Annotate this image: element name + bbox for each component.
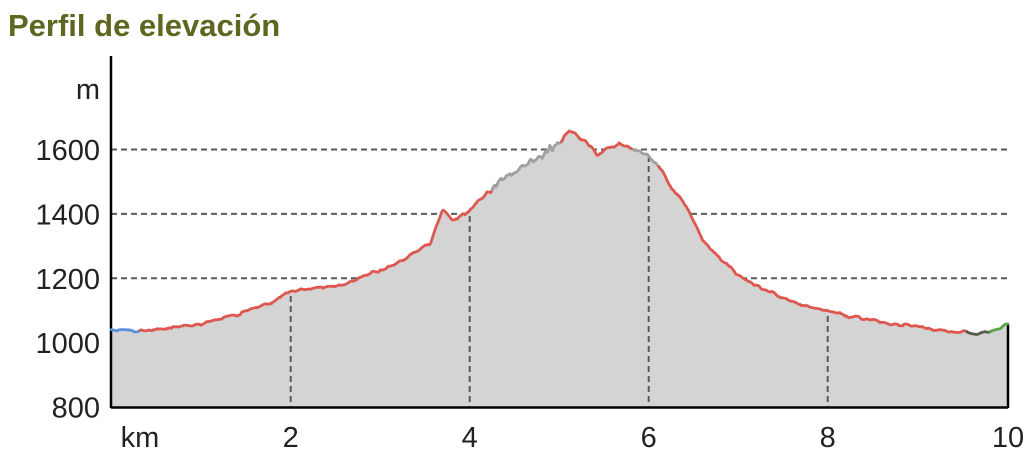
svg-text:6: 6 <box>641 422 657 454</box>
svg-text:10: 10 <box>992 422 1024 454</box>
svg-text:km: km <box>121 422 160 454</box>
svg-text:1600: 1600 <box>35 135 100 167</box>
svg-text:800: 800 <box>52 393 100 425</box>
svg-text:m: m <box>76 74 100 106</box>
svg-text:2: 2 <box>283 422 299 454</box>
svg-text:4: 4 <box>462 422 478 454</box>
svg-text:8: 8 <box>820 422 836 454</box>
svg-text:1000: 1000 <box>35 328 100 360</box>
svg-text:1200: 1200 <box>35 264 100 296</box>
svg-text:1400: 1400 <box>35 199 100 231</box>
